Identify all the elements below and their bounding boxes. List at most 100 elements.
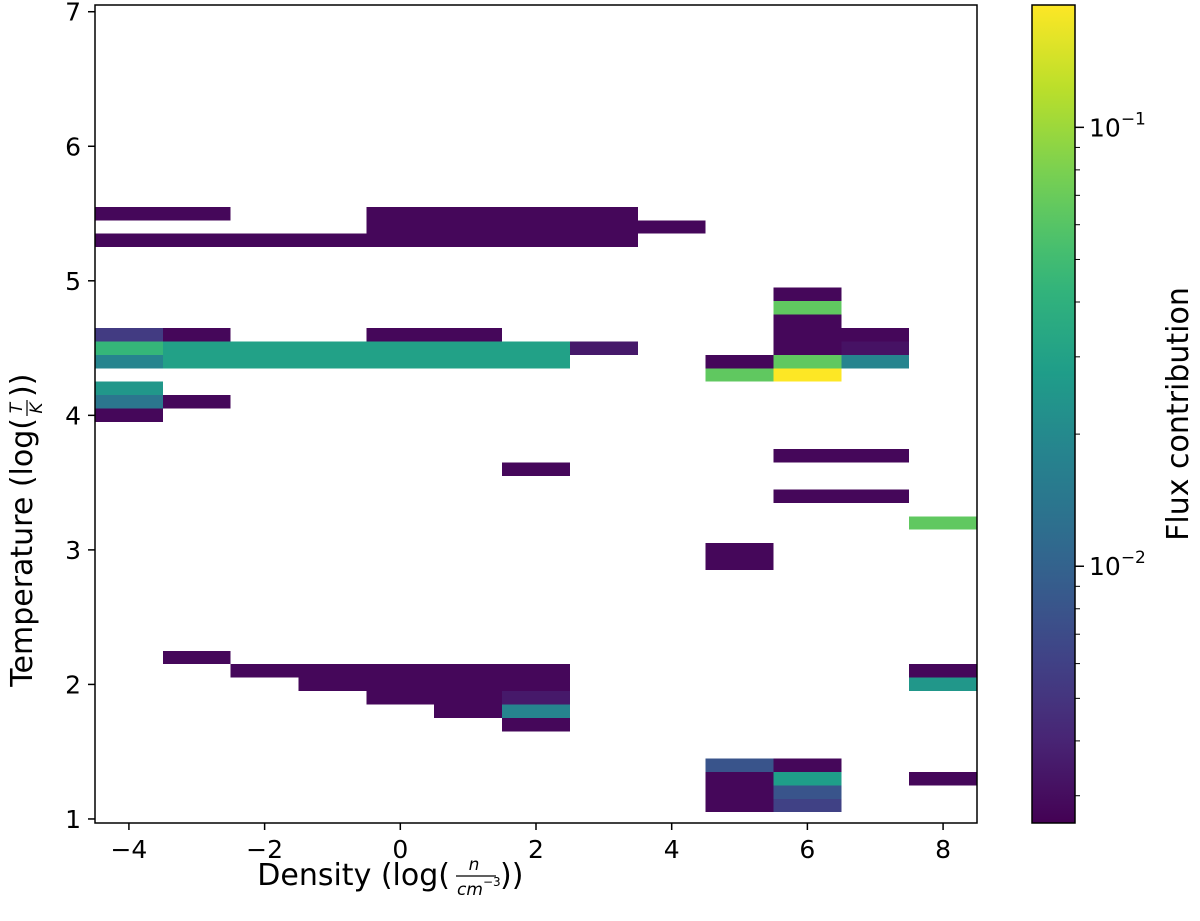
colorbar — [1031, 4, 1076, 824]
heatmap-cell — [95, 206, 163, 221]
heatmap-cell — [502, 462, 570, 476]
heatmap-cell — [773, 798, 842, 813]
x-tick-label: 8 — [935, 835, 951, 864]
heatmap-cell — [298, 233, 367, 248]
heatmap-cell — [502, 341, 570, 355]
x-tick-label: 2 — [528, 835, 544, 864]
heatmap-cell — [773, 341, 842, 355]
heatmap-cell — [502, 677, 570, 692]
heatmap-cell — [162, 233, 231, 248]
heatmap-cell — [162, 650, 231, 665]
heatmap-cell — [773, 327, 842, 342]
heatmap-cell — [841, 327, 910, 342]
heatmap-cell — [366, 341, 435, 355]
heatmap-cell — [705, 785, 774, 799]
heatmap-cell — [434, 220, 503, 234]
y-tick-label: 4 — [65, 401, 81, 430]
heatmap-cell — [434, 206, 503, 221]
heatmap-cell — [705, 798, 774, 813]
heatmap-cell — [434, 664, 503, 678]
heatmap-cell — [705, 758, 774, 772]
x-tick-label: −2 — [246, 835, 283, 864]
heatmap-cell — [502, 233, 570, 248]
heatmap-cell — [230, 233, 299, 248]
heatmap-cell — [434, 677, 503, 692]
x-axis-title-prefix: Density (log( — [257, 858, 450, 893]
heatmap-cell — [773, 354, 842, 369]
heatmap-cell — [773, 758, 842, 772]
y-axis-title-suffix: )) — [5, 374, 40, 397]
heatmap-cell — [95, 233, 163, 248]
y-tick-label: 5 — [65, 267, 81, 296]
x-tick-label: 4 — [664, 835, 680, 864]
heatmap-cell — [909, 677, 977, 692]
y-tick-label: 6 — [65, 132, 81, 161]
heatmap-cell — [434, 704, 503, 719]
x-tick-label: 0 — [392, 835, 408, 864]
heatmap-cell — [434, 327, 503, 342]
y-axis-title-denominator: K — [27, 401, 47, 414]
y-axis-ticks: 1 2 3 4 5 6 7 — [65, 0, 95, 834]
heatmap-cell — [841, 448, 910, 463]
heatmap-cell — [705, 543, 774, 557]
y-tick-label: 2 — [65, 670, 81, 699]
y-axis-title: Temperature (log( T K)) — [5, 374, 47, 688]
heatmap-cell — [773, 300, 842, 315]
heatmap-cell — [434, 341, 503, 355]
heatmap-cell — [569, 341, 638, 355]
y-tick-label: 1 — [65, 805, 81, 834]
heatmap-cell — [502, 691, 570, 705]
heatmap-cell — [366, 677, 435, 692]
heatmap-cell — [366, 233, 435, 248]
x-axis-title-exponent: −3 — [483, 875, 501, 889]
heatmap-cell — [162, 354, 231, 369]
heatmap-cell — [230, 354, 299, 369]
heatmap-cell — [95, 395, 163, 409]
y-tick-label: 7 — [65, 0, 81, 27]
heatmap-cell — [230, 664, 299, 678]
heatmap-cell — [95, 327, 163, 342]
heatmap-cell — [705, 368, 774, 382]
x-axis-title-denominator: cm — [457, 880, 483, 900]
heatmap-cell — [569, 206, 638, 221]
heatmap-cell — [502, 664, 570, 678]
heatmap-cell — [162, 206, 231, 221]
heatmap-cell — [705, 354, 774, 369]
x-axis-title-fraction: n cm −3)) — [456, 855, 523, 900]
heatmap-cell — [909, 771, 977, 786]
heatmap-cell — [502, 354, 570, 369]
colorbar-label: Flux contribution — [1161, 287, 1196, 541]
heatmap-cell — [502, 718, 570, 732]
heatmap-cell — [366, 220, 435, 234]
colorbar-ticks: 10−2 10−1 — [1075, 109, 1146, 797]
heatmap-cell — [773, 287, 842, 301]
heatmap-cell — [434, 691, 503, 705]
y-axis-title-numerator: T — [7, 401, 27, 413]
heatmap-cell — [773, 785, 842, 799]
heatmap-cell — [773, 489, 842, 503]
heatmap-cell — [773, 448, 842, 463]
heatmap-cell — [705, 556, 774, 571]
heatmap-cell — [298, 341, 367, 355]
heatmap-cell — [841, 341, 910, 355]
heatmap-cell — [95, 354, 163, 369]
colorbar-tick-label: 10−1 — [1089, 109, 1146, 142]
heatmap-cell — [230, 341, 299, 355]
heatmap-cell — [434, 354, 503, 369]
x-axis-title-numerator: n — [469, 855, 480, 875]
y-axis-title-prefix: Temperature (log( — [5, 418, 40, 688]
heatmap-cell — [773, 368, 842, 382]
heatmap-cell — [637, 220, 706, 234]
x-axis-title-suffix: )) — [500, 858, 523, 893]
y-tick-label: 3 — [65, 536, 81, 565]
x-axis-title: Density (log( — [257, 858, 450, 893]
x-tick-label: −4 — [110, 835, 147, 864]
heatmap-cells — [95, 206, 977, 813]
heatmap-cell — [298, 664, 367, 678]
colorbar-tick-label: 10−2 — [1089, 548, 1146, 581]
heatmap-cell — [502, 206, 570, 221]
heatmap-cell — [366, 691, 435, 705]
heatmap-cell — [773, 771, 842, 786]
heatmap-cell — [366, 664, 435, 678]
heatmap-cell — [95, 408, 163, 423]
